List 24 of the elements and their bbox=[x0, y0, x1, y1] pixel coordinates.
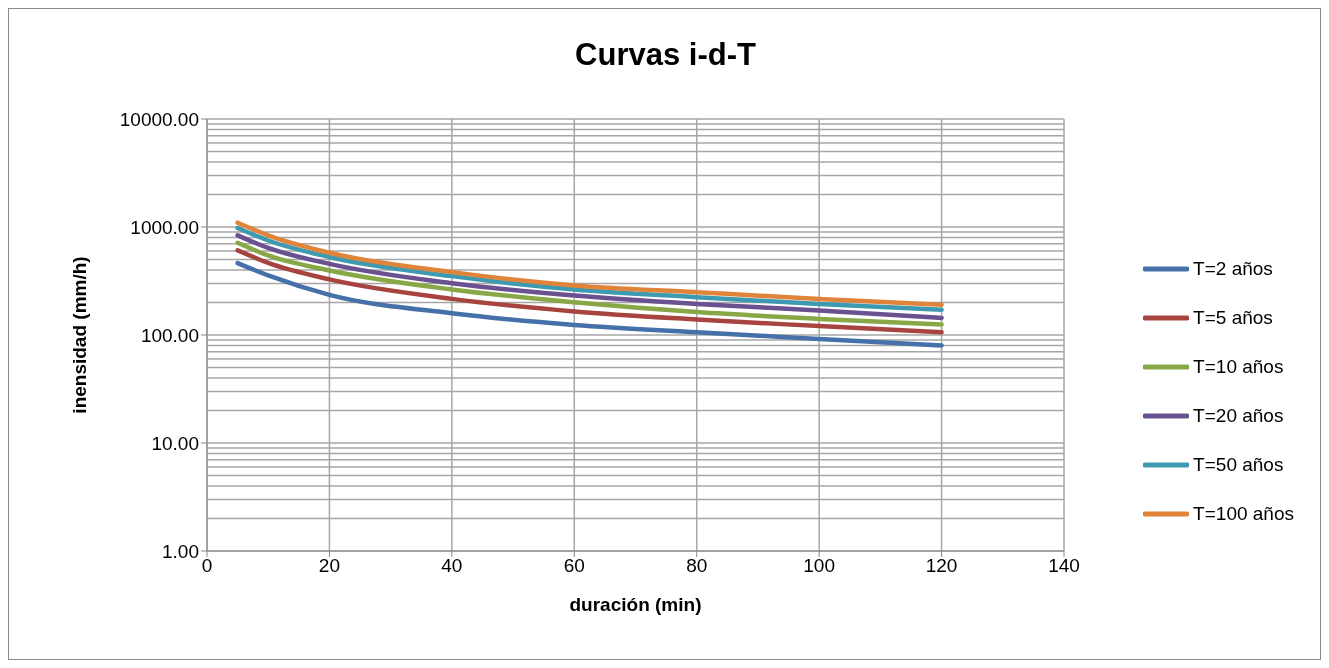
y-axis-title: inensidad (mm/h) bbox=[68, 256, 90, 414]
legend-label: T=100 años bbox=[1193, 502, 1294, 526]
y-tick-label: 10.00 bbox=[151, 432, 199, 454]
legend-label: T=50 años bbox=[1193, 453, 1284, 477]
x-tick-label: 100 bbox=[803, 555, 835, 577]
x-tick-label: 60 bbox=[563, 555, 585, 577]
x-axis-title: duración (min) bbox=[569, 594, 702, 615]
x-tick-label: 20 bbox=[318, 555, 340, 577]
legend-label: T=10 años bbox=[1193, 355, 1284, 379]
legend-label: T=5 años bbox=[1193, 306, 1273, 330]
y-tick-label: 10000.00 bbox=[119, 108, 199, 130]
chart-title: Curvas i-d-T bbox=[574, 37, 757, 73]
legend-label: T=20 años bbox=[1193, 404, 1284, 428]
x-tick-label: 0 bbox=[201, 555, 213, 577]
y-tick-label: 1.00 bbox=[162, 540, 199, 562]
y-tick-label: 100.00 bbox=[140, 324, 199, 346]
legend-label: T=2 años bbox=[1193, 257, 1273, 281]
x-tick-label: 140 bbox=[1048, 555, 1080, 577]
y-tick-label: 1000.00 bbox=[130, 216, 199, 238]
line-series bbox=[235, 260, 944, 348]
line-series bbox=[235, 248, 944, 335]
x-tick-label: 40 bbox=[441, 555, 463, 577]
x-tick-label: 80 bbox=[686, 555, 708, 577]
x-tick-label: 120 bbox=[925, 555, 958, 577]
